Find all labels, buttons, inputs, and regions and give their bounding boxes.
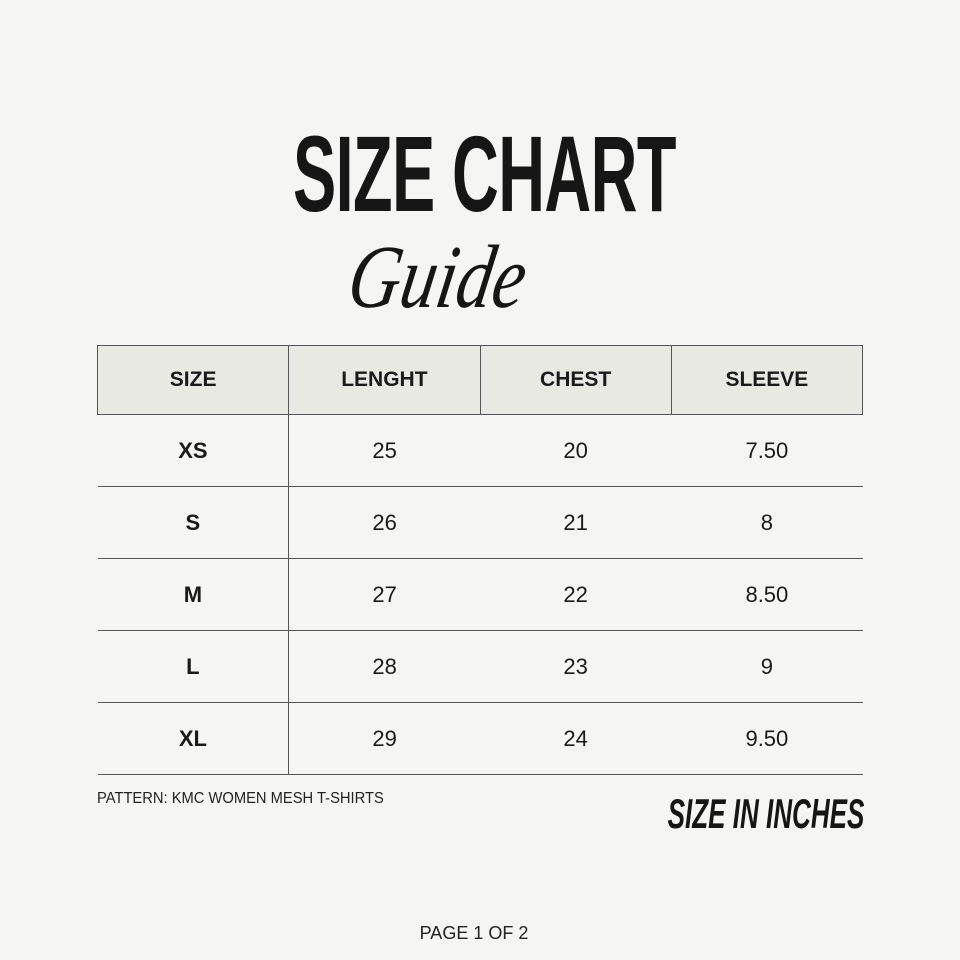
cell-size: XL <box>97 702 290 775</box>
column-header-sleeve: SLEEVE <box>670 345 864 415</box>
cell-size: S <box>97 486 290 559</box>
size-table: SIZE LENGHT CHEST SLEEVE XS 25 20 7.50 S 26 21… <box>96 345 864 775</box>
cell-length: 29 <box>288 702 480 775</box>
cell-chest: 22 <box>480 558 672 631</box>
cell-size: M <box>97 558 290 631</box>
page-title: SIZE CHART <box>293 113 676 234</box>
cell-length: 25 <box>288 414 480 487</box>
cell-chest: 24 <box>480 702 672 775</box>
cell-sleeve: 9 <box>671 630 863 703</box>
cell-size: L <box>97 630 290 703</box>
table-row: S 26 21 8 <box>97 486 863 559</box>
cell-chest: 23 <box>480 630 672 703</box>
cell-chest: 20 <box>480 414 672 487</box>
table-row: XS 25 20 7.50 <box>97 414 863 487</box>
pattern-label: PATTERN: KMC WOMEN MESH T-SHIRTS <box>97 790 384 807</box>
cell-sleeve: 8 <box>671 486 863 559</box>
column-header-chest: CHEST <box>479 345 672 415</box>
title-block: SIZE CHART <box>293 120 676 228</box>
units-label: SIZE IN INCHES <box>667 790 864 837</box>
table-row: XL 29 24 9.50 <box>97 702 863 775</box>
cell-length: 28 <box>288 630 480 703</box>
cell-sleeve: 8.50 <box>671 558 863 631</box>
cell-size: XS <box>97 414 290 487</box>
page-indicator: PAGE 1 OF 2 <box>419 923 529 943</box>
cell-length: 27 <box>288 558 480 631</box>
column-header-size: SIZE <box>96 345 290 415</box>
cell-length: 26 <box>288 486 480 559</box>
page-subtitle-script: Guide <box>341 228 535 327</box>
column-header-length: LENGHT <box>288 345 481 415</box>
cell-sleeve: 7.50 <box>671 414 863 487</box>
cell-chest: 21 <box>480 486 672 559</box>
table-row: L 28 23 9 <box>97 630 863 703</box>
table-header-row: SIZE LENGHT CHEST SLEEVE <box>96 345 864 415</box>
cell-sleeve: 9.50 <box>671 702 863 775</box>
table-row: M 27 22 8.50 <box>97 558 863 631</box>
